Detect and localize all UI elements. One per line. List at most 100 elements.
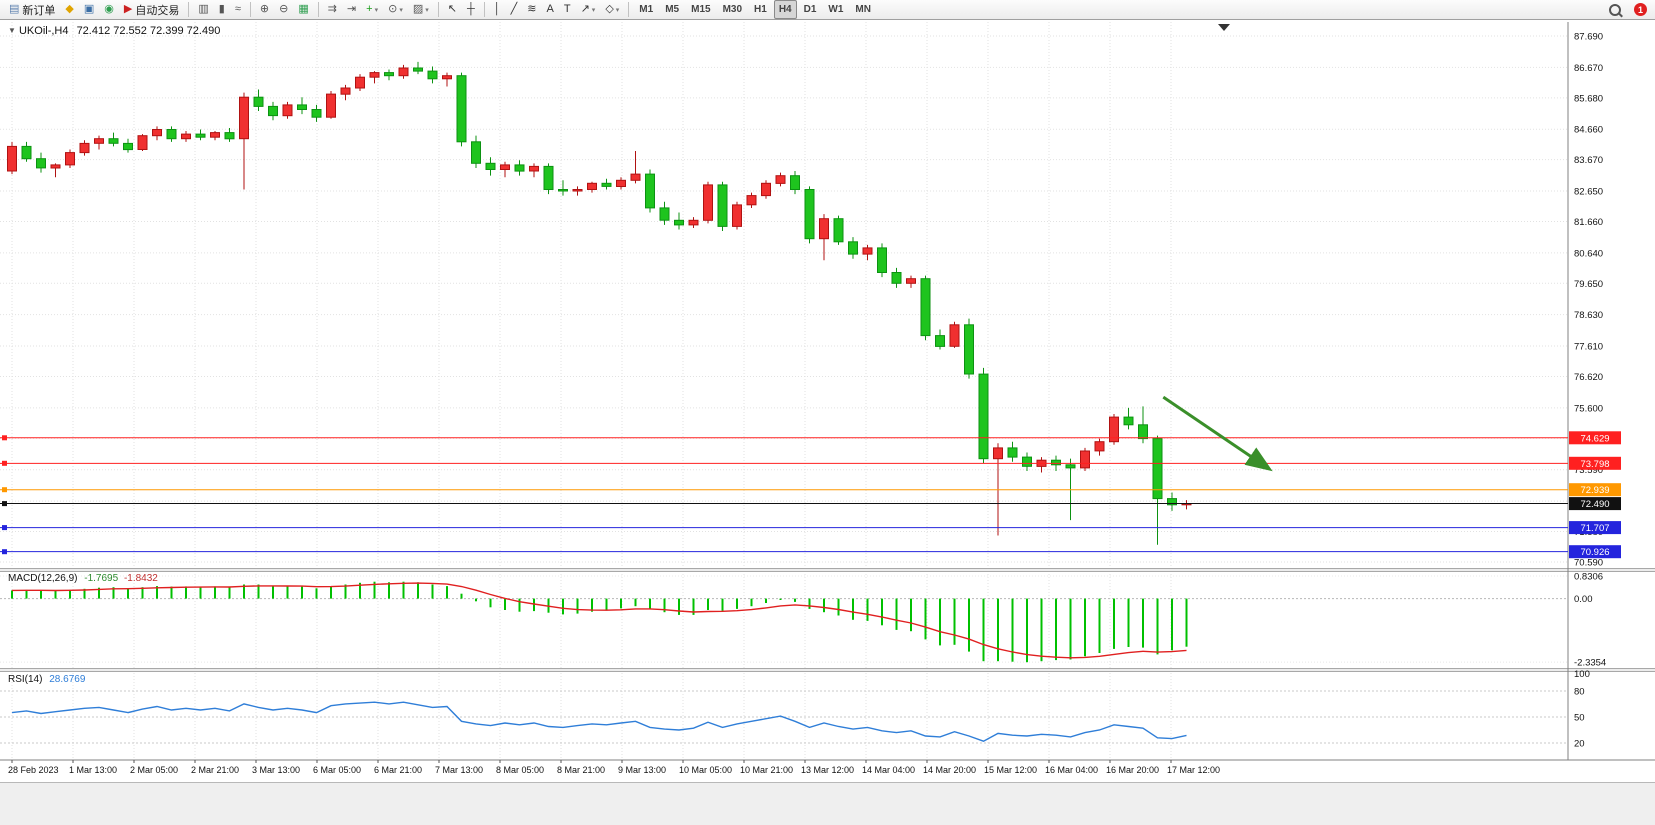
- template-button[interactable]: ▨ ▾: [409, 0, 433, 19]
- chart-symbol: UKOil-,H4: [18, 25, 69, 37]
- svg-text:0.8306: 0.8306: [1574, 572, 1603, 583]
- notification-badge[interactable]: 1: [1634, 3, 1647, 16]
- svg-text:84.660: 84.660: [1574, 125, 1603, 136]
- svg-text:17 Mar 12:00: 17 Mar 12:00: [1167, 765, 1220, 775]
- period-button[interactable]: ⊙ ▾: [384, 0, 407, 19]
- svg-text:80: 80: [1574, 686, 1585, 697]
- time-axis[interactable]: 28 Feb 2023 1 Mar 13:00 2 Mar 05:00 2 Mar 2…: [0, 759, 1655, 775]
- new-order-button[interactable]: ▤ 新订单: [5, 0, 59, 19]
- vertical-line-button[interactable]: │: [490, 0, 505, 19]
- annotations[interactable]: [1162, 24, 1273, 472]
- candle: [79, 142, 90, 154]
- candle: [210, 132, 220, 138]
- toolbar-items: ▤ 新订单 ◆ ▣ ◉ ▶ 自动交易 ▥ ▮ ≈ ⊕ ⊖ ▦ ⇉ ⇥ + ▾ ⊙ ▾ ▨ ▾ ↖ ┼ │ ╱ ≋ A T ↗ ▾ ◇ ▾ M1 M…: [4, 0, 877, 19]
- svg-text:6 Mar 21:00: 6 Mar 21:00: [374, 765, 422, 775]
- chart-shift-button[interactable]: ⇥: [343, 0, 360, 19]
- trend-arrow-annotation[interactable]: [1162, 395, 1273, 472]
- timeframe-m5-button[interactable]: M5: [660, 0, 684, 19]
- svg-text:80.640: 80.640: [1574, 248, 1603, 259]
- candle: [1065, 464, 1076, 469]
- candlestick-chart-button[interactable]: ▮: [215, 0, 229, 19]
- text-label-icon: A: [546, 3, 554, 15]
- timeframe-h4-button[interactable]: H4: [773, 0, 797, 19]
- candle: [152, 129, 162, 137]
- panel-separators: [0, 568, 1655, 672]
- timeframe-m15-button[interactable]: M15: [686, 0, 715, 19]
- svg-text:10 Mar 21:00: 10 Mar 21:00: [740, 765, 793, 775]
- crosshair-button[interactable]: ┼: [463, 0, 479, 19]
- market-watch-icon[interactable]: ▣: [80, 0, 98, 19]
- text-label-button[interactable]: A: [543, 0, 558, 19]
- svg-text:14 Mar 20:00: 14 Mar 20:00: [923, 765, 976, 775]
- macd-signal-value: -1.8432: [123, 573, 158, 584]
- arrows-tool-button[interactable]: ↗ ▾: [577, 0, 600, 19]
- dropdown-caret-icon: ▾: [425, 6, 429, 14]
- signals-icon[interactable]: ◉: [100, 0, 118, 19]
- market-watch-icon-icon: ▣: [83, 3, 95, 15]
- svg-text:10 Mar 05:00: 10 Mar 05:00: [679, 765, 732, 775]
- dropdown-caret-icon: ▾: [591, 6, 596, 14]
- line-edge-marker: [2, 435, 7, 441]
- candle: [659, 207, 670, 221]
- candle: [674, 219, 684, 226]
- timeframe-m30-button[interactable]: M30: [718, 0, 747, 19]
- timeframe-m1-button[interactable]: M1: [634, 0, 658, 19]
- svg-text:7 Mar 13:00: 7 Mar 13:00: [435, 765, 483, 775]
- svg-text:71.707: 71.707: [1580, 523, 1609, 534]
- zoom-in-button[interactable]: ⊕: [256, 0, 273, 19]
- chart-window-icon[interactable]: ◆: [61, 0, 77, 19]
- candle: [1109, 416, 1119, 443]
- auto-scroll-button[interactable]: ⇉: [324, 0, 341, 19]
- add-indicator-button[interactable]: + ▾: [362, 0, 382, 19]
- candle: [123, 142, 133, 151]
- svg-text:100: 100: [1574, 669, 1590, 680]
- timeframe-w1-button[interactable]: W1: [823, 0, 848, 19]
- timeframe-d1-button[interactable]: D1: [799, 0, 822, 19]
- shapes-tool-button[interactable]: ◇ ▾: [601, 0, 623, 19]
- chart-expand-icon[interactable]: ▼: [8, 26, 16, 35]
- trendline-button[interactable]: ╱: [507, 0, 522, 19]
- candle: [7, 145, 17, 172]
- zoom-out-button[interactable]: ⊖: [275, 0, 292, 19]
- bar-chart-button[interactable]: ▥: [194, 0, 212, 19]
- candle: [601, 182, 612, 187]
- fibonacci-button[interactable]: ≋: [523, 0, 540, 19]
- timeframe-h1-button[interactable]: H1: [749, 0, 772, 19]
- candle: [398, 67, 409, 77]
- candle: [572, 189, 583, 192]
- candle: [224, 132, 235, 140]
- candle: [94, 138, 104, 144]
- price-axis[interactable]: 87.690 86.670 85.680 84.660 83.670 82.650 81.6…: [1567, 22, 1603, 760]
- search-button[interactable]: [1605, 0, 1625, 19]
- cursor-button[interactable]: ↖: [444, 0, 461, 19]
- svg-text:8 Mar 05:00: 8 Mar 05:00: [496, 765, 544, 775]
- line-edge-marker: [2, 487, 7, 493]
- svg-text:76.620: 76.620: [1574, 372, 1603, 383]
- candle: [906, 278, 916, 284]
- horizontal-lines[interactable]: [0, 435, 1568, 555]
- scroll-to-end-marker[interactable]: [1218, 24, 1230, 31]
- toolbar-button-label: M1: [639, 4, 654, 15]
- auto-trading-icon: ▶: [123, 3, 133, 15]
- candle: [920, 278, 931, 337]
- svg-text:70.926: 70.926: [1580, 547, 1609, 558]
- candle: [485, 162, 496, 171]
- tile-windows-button[interactable]: ▦: [294, 0, 312, 19]
- candle: [862, 247, 873, 255]
- candle: [195, 133, 206, 138]
- svg-text:79.650: 79.650: [1574, 279, 1603, 290]
- chart-shift-icon: ⇥: [346, 3, 357, 15]
- line-chart-button[interactable]: ≈: [231, 0, 245, 19]
- line-edge-marker: [2, 525, 7, 531]
- svg-text:86.670: 86.670: [1574, 63, 1603, 74]
- svg-text:16 Mar 04:00: 16 Mar 04:00: [1045, 765, 1098, 775]
- auto-trading-button[interactable]: ▶ 自动交易: [120, 0, 183, 19]
- candles: [7, 61, 1192, 545]
- arrows-tool-icon: ↗: [580, 3, 590, 15]
- candle: [108, 138, 119, 144]
- svg-text:16 Mar 20:00: 16 Mar 20:00: [1106, 765, 1159, 775]
- text-button[interactable]: T: [560, 0, 575, 19]
- cursor-icon: ↖: [447, 3, 457, 15]
- timeframe-mn-button[interactable]: MN: [850, 0, 876, 19]
